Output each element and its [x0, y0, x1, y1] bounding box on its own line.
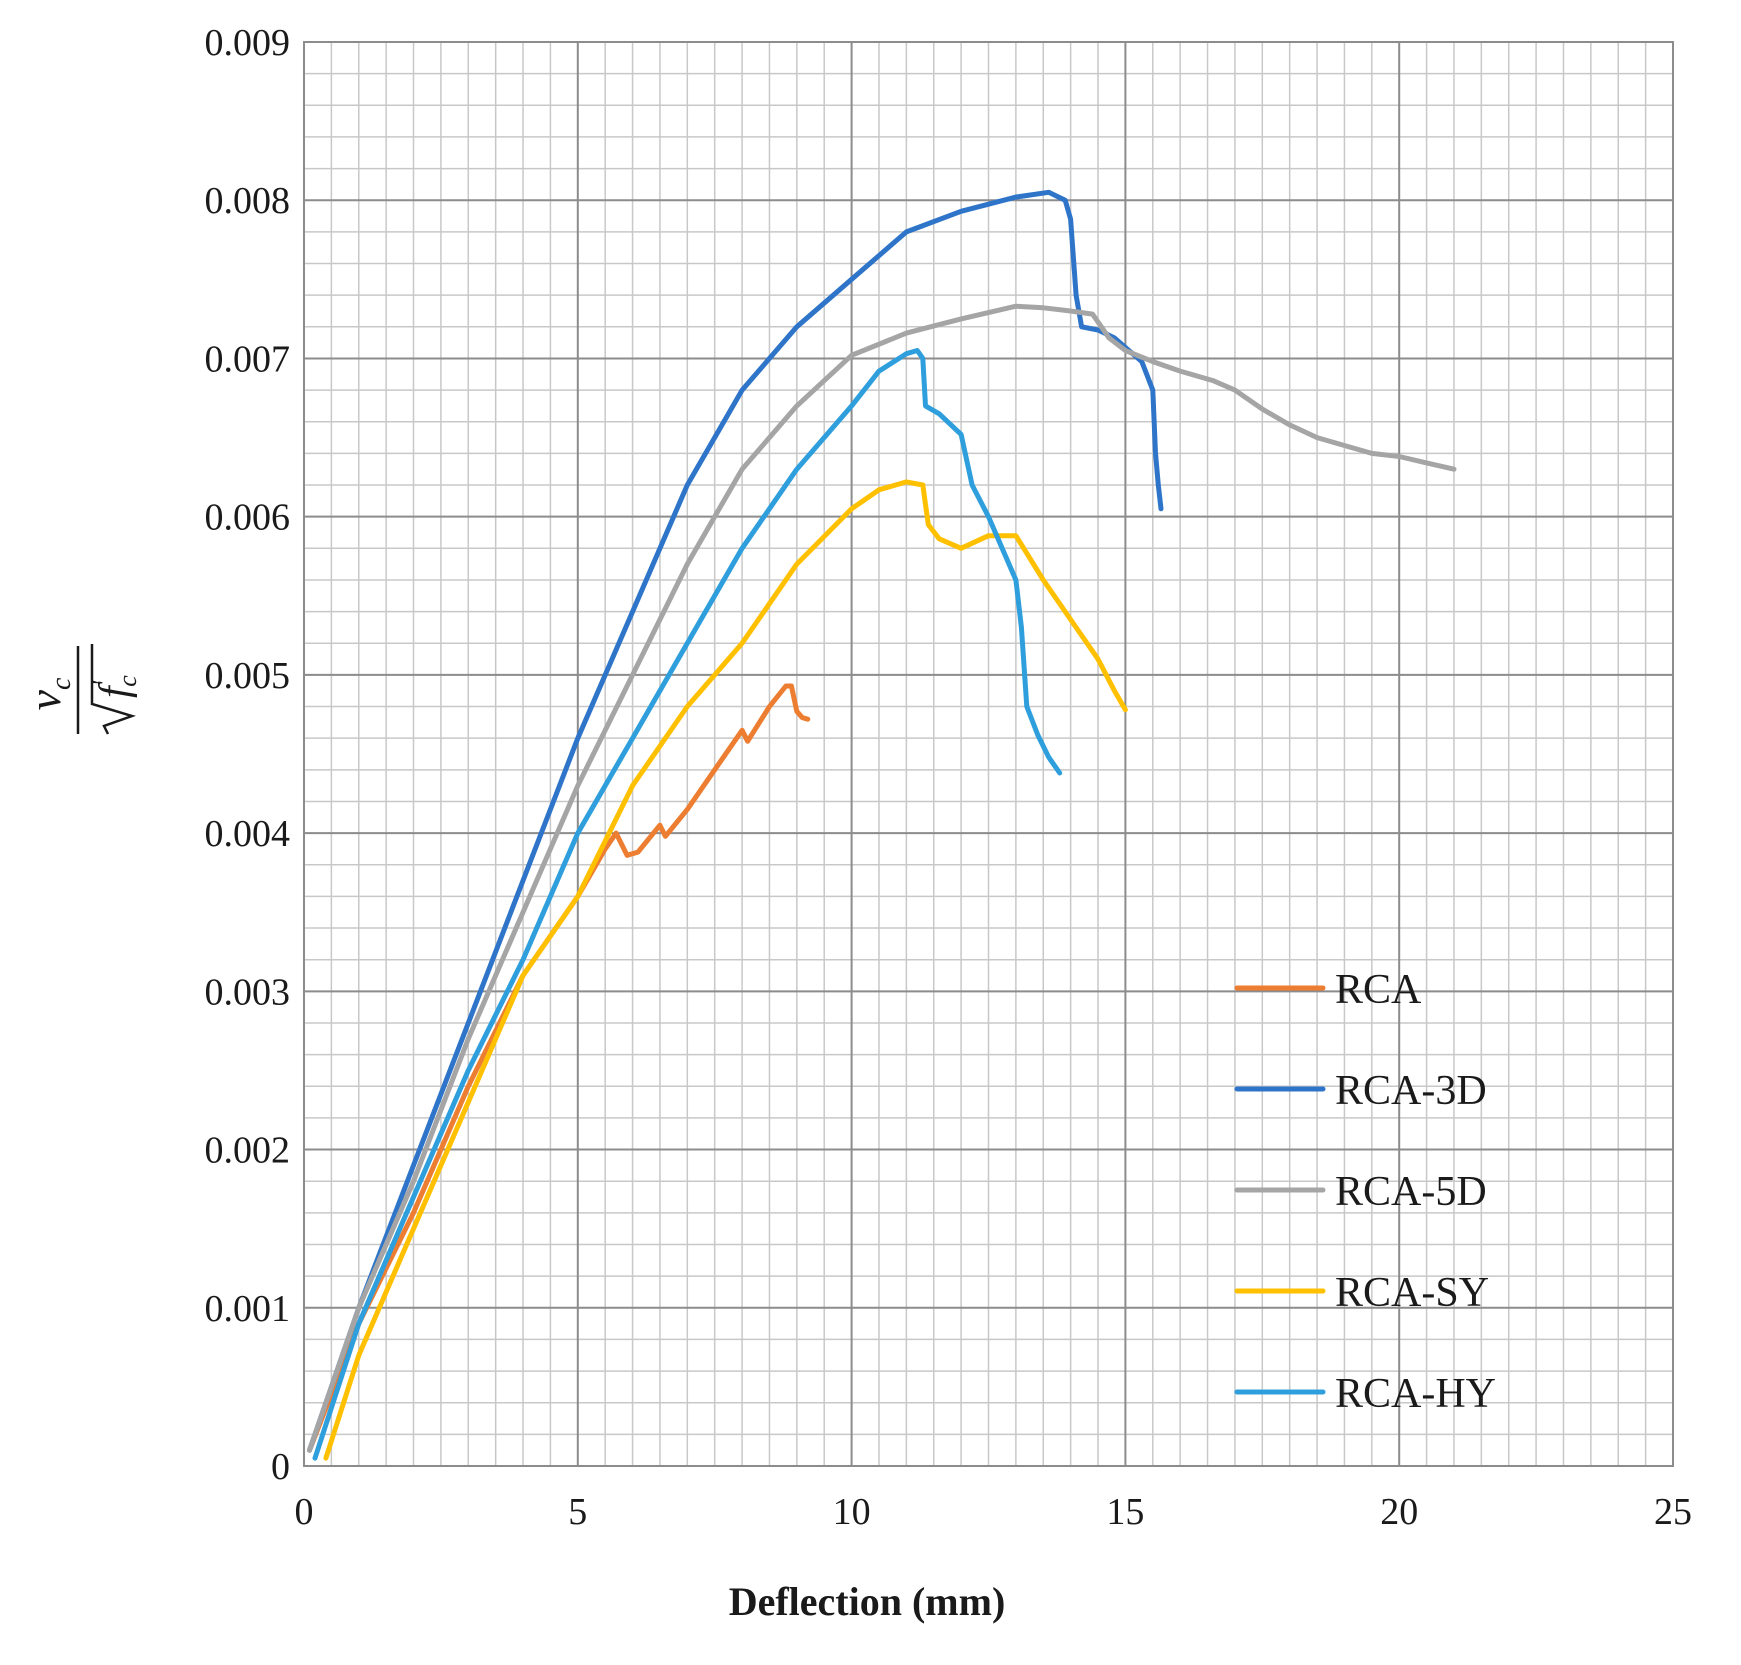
y-tick-label: 0.007: [205, 338, 291, 380]
legend-label-rca-sy: RCA-SY: [1335, 1270, 1489, 1316]
series-lines: [307, 189, 1457, 1461]
series-line-rca-hy: [312, 348, 1063, 1461]
x-tick-label: 20: [1380, 1491, 1418, 1533]
series-line-rca-sy: [323, 479, 1128, 1461]
legend-label-rca-3d: RCA-3D: [1335, 1068, 1487, 1114]
legend-label-rca-hy: RCA-HY: [1335, 1371, 1496, 1417]
y-axis-tick-labels: 0 0.001 0.002 0.003 0.004 0.005 0.006 0.007 0.00…: [205, 22, 291, 1488]
y-tick-label: 0.004: [205, 813, 291, 855]
plot-border: [303, 41, 1674, 1467]
y-tick-label: 0.008: [205, 180, 291, 222]
y-tick-label: 0.006: [205, 497, 291, 539]
x-tick-label: 0: [295, 1491, 314, 1533]
legend-label-rca-5d: RCA-5D: [1335, 1169, 1487, 1215]
x-tick-label: 10: [833, 1491, 871, 1533]
y-label-denominator: f'c: [87, 675, 142, 698]
x-axis-tick-labels: 0 5 10 15 20 25: [295, 1491, 1693, 1533]
y-tick-label: 0: [271, 1446, 290, 1488]
minor-gridlines: [304, 42, 1673, 1466]
sqrt-symbol: [90, 644, 137, 735]
y-tick-label: 0.009: [205, 22, 291, 64]
legend: RCA RCA-3D RCA-5D RCA-SY RCA-HY: [1234, 967, 1496, 1417]
y-tick-label: 0.005: [205, 655, 291, 697]
legend-label-rca: RCA: [1335, 967, 1422, 1013]
y-tick-label: 0.001: [205, 1288, 291, 1330]
series-line-rca: [307, 683, 811, 1453]
y-axis-title: vc f'c: [19, 644, 142, 735]
x-tick-label: 25: [1654, 1491, 1692, 1533]
y-tick-label: 0.002: [205, 1130, 291, 1172]
x-tick-label: 5: [568, 1491, 587, 1533]
y-tick-label: 0.003: [205, 971, 291, 1013]
y-label-numerator: vc: [19, 677, 77, 710]
x-tick-label: 15: [1106, 1491, 1144, 1533]
series-line-rca-5d: [307, 303, 1457, 1453]
series-line-rca-3d: [307, 189, 1164, 1453]
x-axis-title: Deflection (mm): [729, 1579, 1006, 1624]
